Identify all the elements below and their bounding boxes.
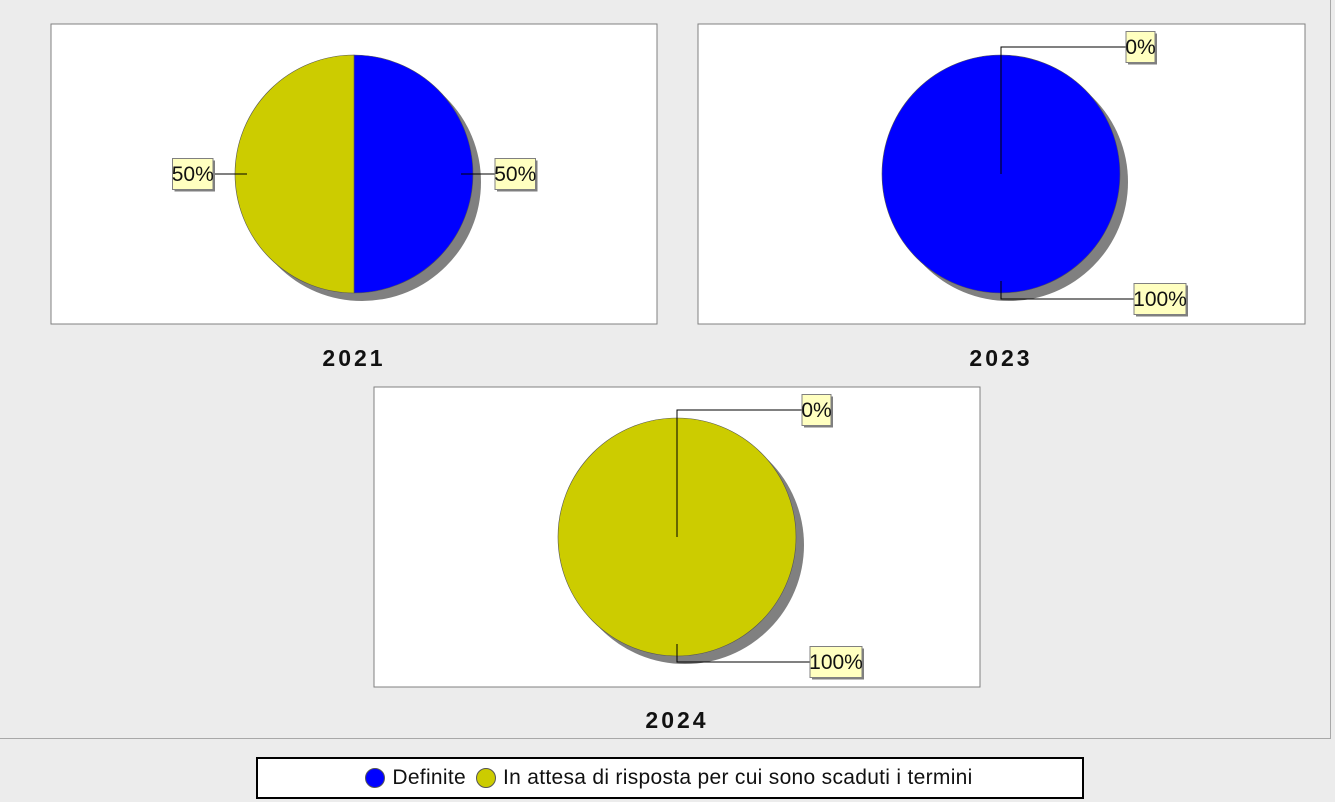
pie-data-label: 0% [1125, 36, 1155, 59]
pie-label-box [172, 158, 214, 190]
pie-data-label: 100% [809, 651, 863, 674]
legend-swatch-in-attesa [475, 768, 496, 788]
pie-leader-line [1000, 281, 1134, 300]
pie-2023: 100% 0% [881, 31, 1188, 317]
pie-2021: 50% 50% [172, 54, 538, 301]
pie-data-label: 100% [1133, 288, 1187, 311]
pie-data-label: 0% [801, 399, 831, 422]
pie-label-box [494, 158, 536, 190]
pie-leader-line [676, 409, 802, 537]
pie-leader-line [1000, 46, 1126, 174]
pie-title-2023: 2023 [969, 345, 1032, 371]
pie-label-box [1125, 31, 1156, 63]
legend-swatch-definite [365, 768, 386, 788]
pie-2024: 0% 100% [557, 394, 864, 680]
pie-title-2021: 2021 [322, 345, 385, 371]
pie-title-2024: 2024 [645, 707, 708, 733]
legend-item-definite: Definite [365, 766, 466, 790]
pie-data-label: 50% [494, 163, 536, 186]
legend: Definite In attesa di risposta per cui s… [256, 757, 1084, 799]
pie-leader-line [676, 644, 810, 663]
legend-item-in-attesa: In attesa di risposta per cui sono scadu… [475, 766, 973, 790]
pie-data-label: 50% [172, 163, 214, 186]
pie-label-box [809, 646, 863, 678]
chart-area [0, 0, 1331, 739]
pie-label-box [1133, 283, 1187, 315]
legend-label-in-attesa: In attesa di risposta per cui sono scadu… [502, 766, 973, 789]
pie-label-box [801, 394, 832, 426]
legend-label-definite: Definite [392, 766, 466, 789]
